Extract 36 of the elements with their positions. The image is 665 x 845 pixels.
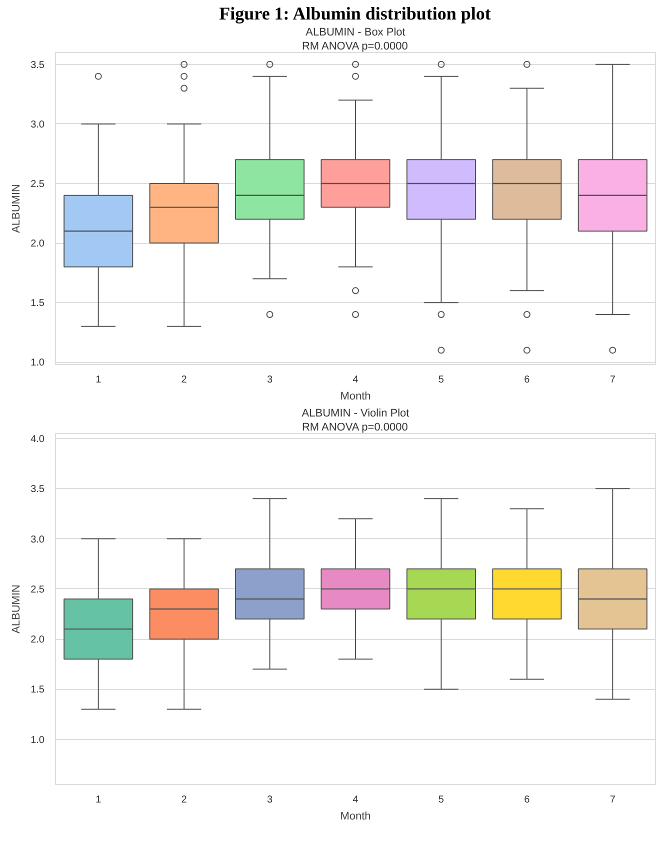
y-tick-label: 3.0 — [30, 534, 45, 546]
y-tick-label: 2.5 — [30, 584, 45, 596]
y-tick-label: 1.0 — [30, 358, 45, 369]
x-tick-label: 7 — [610, 374, 616, 386]
x-tick-label: 2 — [181, 794, 188, 806]
x-tick-label: 1 — [96, 374, 102, 386]
y-tick-label: 4.0 — [30, 434, 45, 446]
x-tick-label: 5 — [438, 374, 444, 386]
x-tick-label: 5 — [438, 794, 444, 806]
y-tick-label: 3.5 — [30, 484, 45, 496]
y-tick-label: 3.0 — [30, 119, 45, 130]
y-tick-label: 1.5 — [30, 298, 45, 310]
y-tick-label: 2.5 — [30, 178, 45, 190]
x-axis-title: Month — [340, 390, 371, 402]
chart-subtitle: RM ANOVA p=0.0000 — [302, 40, 408, 52]
y-tick-label: 2.0 — [30, 634, 45, 646]
y-tick-label: 2.0 — [30, 238, 45, 250]
x-tick-label: 6 — [524, 794, 530, 806]
x-tick-label: 3 — [267, 374, 274, 386]
x-tick-label: 4 — [352, 374, 359, 386]
chart-subtitle: RM ANOVA p=0.0000 — [302, 422, 408, 434]
x-tick-label: 7 — [610, 794, 616, 806]
x-tick-label: 2 — [181, 374, 188, 386]
y-axis-title: ALBUMIN — [10, 584, 23, 634]
x-axis-title: Month — [340, 810, 371, 822]
caption: Figure 1: Albumin distribution plot — [219, 4, 491, 24]
chart-title: ALBUMIN - Box Plot — [306, 26, 406, 38]
x-tick-label: 3 — [267, 794, 274, 806]
y-tick-label: 1.5 — [30, 684, 45, 696]
chart-title: ALBUMIN - Violin Plot — [302, 408, 410, 420]
y-tick-label: 1.0 — [30, 734, 45, 746]
x-tick-label: 4 — [352, 794, 359, 806]
x-tick-label: 1 — [96, 794, 102, 806]
y-axis-title: ALBUMIN — [10, 184, 23, 233]
x-tick-label: 6 — [524, 374, 530, 386]
y-tick-label: 3.5 — [30, 60, 45, 71]
